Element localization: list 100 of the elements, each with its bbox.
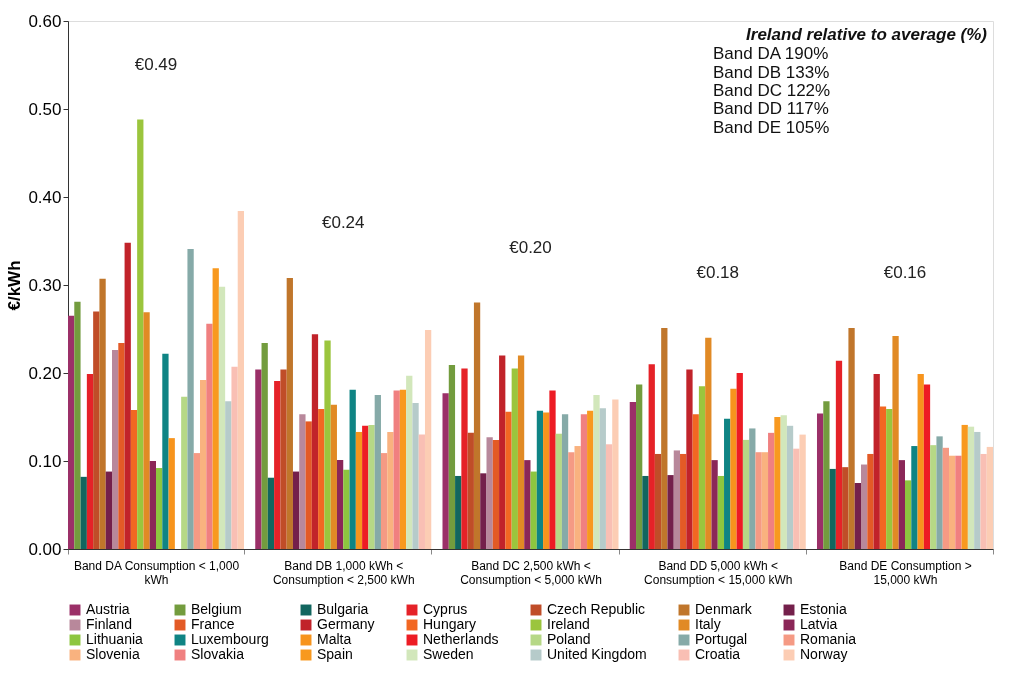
bar xyxy=(917,373,924,549)
annotation: €0.18 xyxy=(696,263,740,283)
y-tick-label: 0.00 xyxy=(28,539,62,559)
annotation: €0.49 xyxy=(134,54,178,74)
bar xyxy=(854,483,861,549)
legend-label: United Kingdom xyxy=(547,646,647,662)
bar xyxy=(543,412,550,549)
bar xyxy=(823,401,830,549)
bar xyxy=(517,355,525,549)
bar xyxy=(892,336,899,549)
bar xyxy=(780,415,787,549)
bar xyxy=(286,277,293,549)
bar xyxy=(231,366,238,549)
legend-label: Cyprus xyxy=(423,601,468,617)
bar xyxy=(99,278,106,549)
y-tick-label: 0.40 xyxy=(28,187,62,207)
bar xyxy=(974,431,981,549)
bar xyxy=(86,373,94,549)
bar xyxy=(949,455,956,549)
bar xyxy=(225,401,232,549)
bar xyxy=(480,473,487,549)
bar xyxy=(636,384,643,549)
bar xyxy=(187,248,194,549)
bar xyxy=(848,328,855,549)
legend-label: Spain xyxy=(317,646,353,662)
bar xyxy=(730,388,737,549)
bar xyxy=(574,446,581,549)
bar xyxy=(961,424,968,549)
bar xyxy=(904,480,912,549)
bar xyxy=(368,424,375,549)
bar xyxy=(930,445,937,549)
legend-label: Ireland xyxy=(547,616,590,632)
bar xyxy=(587,410,594,549)
x-tick-label: Band DC 2,500 kWh < Consumption < 5,000 kWh xyxy=(460,558,602,587)
legend-label: Austria xyxy=(86,601,130,617)
bar xyxy=(842,467,849,549)
y-tick-label: 0.20 xyxy=(28,363,62,383)
bar xyxy=(355,431,363,549)
bar xyxy=(255,369,262,549)
legend-label: Germany xyxy=(317,616,375,632)
bar xyxy=(343,469,350,549)
legend-label: Lithuania xyxy=(86,631,144,647)
bar xyxy=(424,329,432,549)
bar xyxy=(181,396,188,549)
bar xyxy=(711,460,718,549)
bar xyxy=(536,410,544,549)
bar xyxy=(162,353,169,549)
bar xyxy=(599,408,606,549)
annotation: Band DA 190% xyxy=(713,44,829,64)
bar xyxy=(648,364,655,549)
bar xyxy=(137,119,144,549)
annotation: Band DD 117% xyxy=(713,99,829,119)
bar xyxy=(374,395,381,549)
bar xyxy=(349,389,356,549)
bar xyxy=(280,369,287,549)
bar xyxy=(936,436,943,549)
bar xyxy=(593,395,600,549)
x-tick-label: Band DD 5,000 kWh < Consumption < 15,000 kWh xyxy=(644,558,793,587)
bar xyxy=(168,438,175,549)
bar xyxy=(112,350,119,549)
bar xyxy=(267,477,275,549)
bar xyxy=(749,428,756,549)
legend-label: Czech Republic xyxy=(547,601,646,617)
bar xyxy=(742,439,750,549)
bar xyxy=(860,464,868,549)
annotation: Band DC 122% xyxy=(713,80,831,100)
bar xyxy=(642,475,649,549)
bar xyxy=(105,471,112,549)
bar xyxy=(898,460,905,549)
bar xyxy=(330,404,337,549)
bar xyxy=(568,452,575,549)
bar xyxy=(555,433,562,549)
bar xyxy=(448,365,456,549)
bar xyxy=(492,439,500,549)
bar xyxy=(149,461,157,549)
legend-label: Hungary xyxy=(423,616,476,632)
y-tick-label: 0.60 xyxy=(28,11,62,31)
bar xyxy=(118,343,125,549)
bar xyxy=(274,380,281,549)
bar xyxy=(124,242,131,549)
legend-label: Latvia xyxy=(800,616,838,632)
bar xyxy=(774,417,781,549)
legend-label: Poland xyxy=(547,631,591,647)
legend-label: Italy xyxy=(695,616,721,632)
bar xyxy=(418,434,425,549)
legend-label: Malta xyxy=(317,631,352,647)
annotation: Ireland relative to average (%) xyxy=(746,25,988,44)
bar xyxy=(473,302,481,549)
bar xyxy=(74,301,81,549)
bar xyxy=(511,368,518,549)
bar xyxy=(455,475,462,549)
bar xyxy=(311,334,319,549)
legend-label: France xyxy=(191,616,235,632)
bar xyxy=(561,414,569,549)
bar xyxy=(629,402,637,549)
legend-label: Slovakia xyxy=(191,646,245,662)
bar xyxy=(829,468,836,549)
bar xyxy=(980,453,987,549)
bar xyxy=(680,453,687,549)
annotation: €0.16 xyxy=(883,263,927,283)
